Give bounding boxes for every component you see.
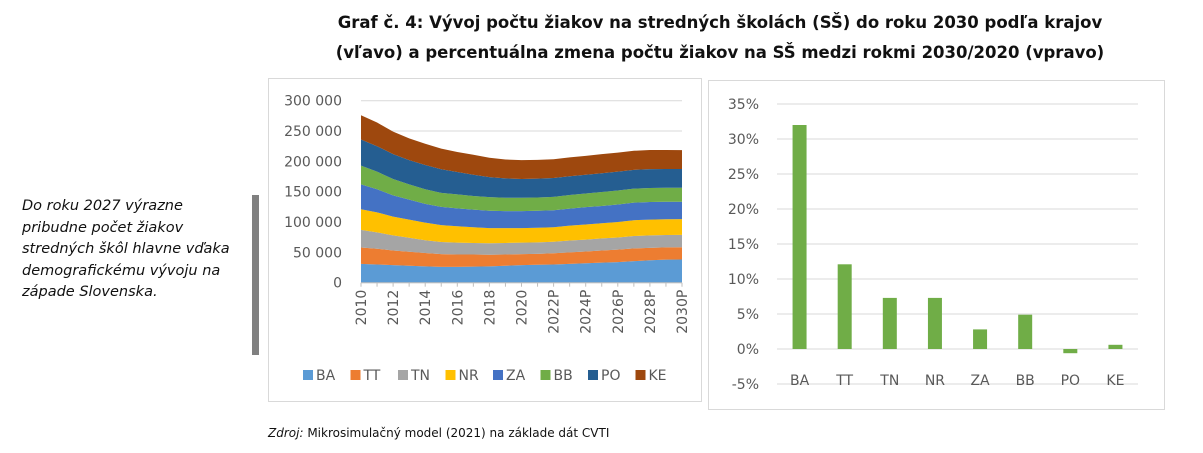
y-tick-label: 300 000 bbox=[284, 94, 342, 110]
legend-swatch-ke bbox=[635, 370, 646, 380]
x-tick-label: 2012 bbox=[386, 290, 402, 326]
y-tick-label: 50 000 bbox=[293, 245, 342, 261]
area-series-za bbox=[361, 184, 682, 229]
x-tick-label: 2014 bbox=[418, 290, 434, 326]
x-tick-label: 2022P bbox=[547, 290, 563, 334]
x-category-label: NR bbox=[925, 373, 945, 389]
y-tick-label: 150 000 bbox=[284, 185, 342, 201]
bar-nr bbox=[927, 297, 942, 349]
y-tick-label: 10% bbox=[728, 272, 759, 288]
bar-ba bbox=[792, 125, 807, 349]
x-tick-label: 2016 bbox=[450, 290, 466, 326]
x-category-label: KE bbox=[1106, 373, 1124, 389]
area-series-ke bbox=[361, 115, 682, 179]
title-line-1: Graf č. 4: Vývoj počtu žiakov na stredný… bbox=[337, 13, 1103, 32]
y-tick-label: 15% bbox=[728, 237, 759, 253]
y-tick-label: 35% bbox=[728, 97, 759, 113]
side-note: Do roku 2027 výrazne pribudne počet žiak… bbox=[22, 198, 230, 300]
legend-swatch-tn bbox=[398, 370, 408, 380]
y-tick-label: 200 000 bbox=[284, 154, 342, 170]
bar-tn bbox=[882, 297, 897, 349]
legend-label-za: ZA bbox=[506, 368, 526, 384]
x-tick-label: 2018 bbox=[482, 290, 498, 326]
x-tick-label: 2026P bbox=[611, 290, 627, 334]
area-series-tn bbox=[361, 229, 682, 255]
bar-po bbox=[1063, 349, 1078, 354]
area-series-tt bbox=[361, 247, 682, 267]
legend-swatch-tt bbox=[350, 370, 361, 380]
y-tick-label: 25% bbox=[728, 167, 759, 183]
legend-swatch-ba bbox=[303, 370, 313, 380]
right-chart-frame bbox=[708, 80, 1165, 410]
side-note-bar bbox=[252, 195, 259, 355]
y-tick-label: 30% bbox=[728, 132, 759, 148]
legend-swatch-za bbox=[493, 370, 503, 380]
x-tick-label: 2030P bbox=[675, 290, 691, 334]
x-tick-label: 2024P bbox=[579, 290, 595, 334]
y-tick-label: 100 000 bbox=[284, 215, 342, 231]
y-tick-label: 0% bbox=[737, 342, 759, 358]
area-series-nr bbox=[361, 209, 682, 244]
area-series-bb bbox=[361, 165, 682, 212]
x-category-label: BB bbox=[1016, 373, 1035, 389]
legend-swatch-nr bbox=[445, 370, 456, 380]
legend-label-ke: KE bbox=[649, 368, 667, 384]
legend-label-nr: NR bbox=[459, 368, 479, 384]
y-tick-label: 250 000 bbox=[284, 124, 342, 140]
source-note: Zdroj: Mikrosimulačný model (2021) na zá… bbox=[268, 426, 609, 440]
x-tick-label: 2010 bbox=[354, 290, 370, 326]
legend-swatch-bb bbox=[540, 370, 551, 380]
source-label: Zdroj: bbox=[268, 426, 304, 440]
area-series-po bbox=[361, 139, 682, 198]
y-tick-label: 5% bbox=[737, 307, 759, 323]
x-category-label: TT bbox=[835, 373, 853, 389]
legend-label-tn: TN bbox=[410, 368, 430, 384]
bar-bb bbox=[1018, 314, 1033, 349]
x-tick-label: 2020 bbox=[515, 290, 531, 326]
chart-title: Graf č. 4: Vývoj počtu žiakov na stredný… bbox=[270, 8, 1170, 68]
y-tick-label: 0 bbox=[333, 276, 342, 292]
legend-label-tt: TT bbox=[363, 368, 381, 384]
bar-za bbox=[973, 329, 988, 349]
legend-swatch-po bbox=[588, 370, 598, 380]
x-category-label: PO bbox=[1061, 373, 1080, 389]
x-tick-label: 2028P bbox=[643, 290, 659, 334]
x-category-label: ZA bbox=[970, 373, 990, 389]
bar-ke bbox=[1108, 344, 1123, 349]
legend-label-po: PO bbox=[601, 368, 620, 384]
bar-tt bbox=[837, 264, 852, 349]
x-category-label: TN bbox=[879, 373, 899, 389]
source-text: Mikrosimulačný model (2021) na základe d… bbox=[303, 426, 610, 440]
title-line-2: (vľavo) a percentuálna zmena počtu žiako… bbox=[335, 43, 1105, 62]
y-tick-label: -5% bbox=[732, 377, 759, 393]
legend-label-ba: BA bbox=[316, 368, 336, 384]
y-tick-label: 20% bbox=[728, 202, 759, 218]
legend-label-bb: BB bbox=[554, 368, 573, 384]
x-category-label: BA bbox=[790, 373, 810, 389]
area-series-ba bbox=[361, 259, 682, 283]
